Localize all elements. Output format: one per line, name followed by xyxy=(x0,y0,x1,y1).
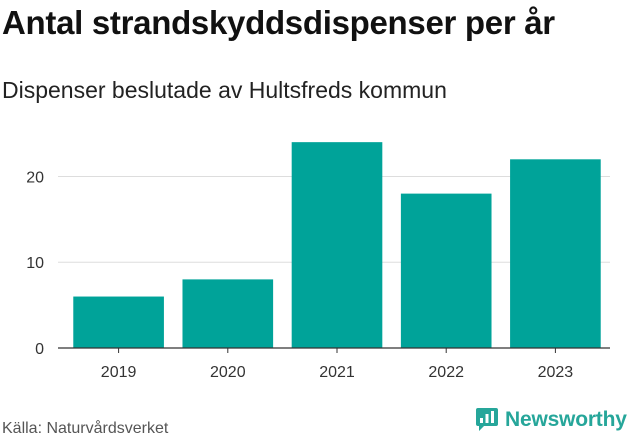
chart-subtitle: Dispenser beslutade av Hultsfreds kommun xyxy=(2,77,447,103)
y-tick-label: 20 xyxy=(26,169,44,186)
y-tick-label: 10 xyxy=(26,255,44,272)
x-tick-label: 2021 xyxy=(319,364,355,381)
x-tick-label: 2019 xyxy=(101,364,137,381)
bar-2020 xyxy=(182,279,274,348)
newsworthy-logo-icon xyxy=(476,408,498,431)
x-tick-label: 2023 xyxy=(538,364,574,381)
x-tick-label: 2022 xyxy=(428,364,464,381)
bar-2022 xyxy=(400,193,492,348)
source-note: Källa: Naturvårdsverket xyxy=(2,420,169,437)
bar-2023 xyxy=(510,159,601,348)
y-tick-label: 0 xyxy=(35,341,44,358)
x-tick-label: 2020 xyxy=(210,364,246,381)
bar-2019 xyxy=(73,296,164,348)
bar-2021 xyxy=(291,142,383,348)
brand-name: Newsworthy xyxy=(505,408,627,431)
brand-logo: Newsworthy xyxy=(475,407,627,433)
chart-title: Antal strandskyddsdispenser per år xyxy=(2,4,555,41)
